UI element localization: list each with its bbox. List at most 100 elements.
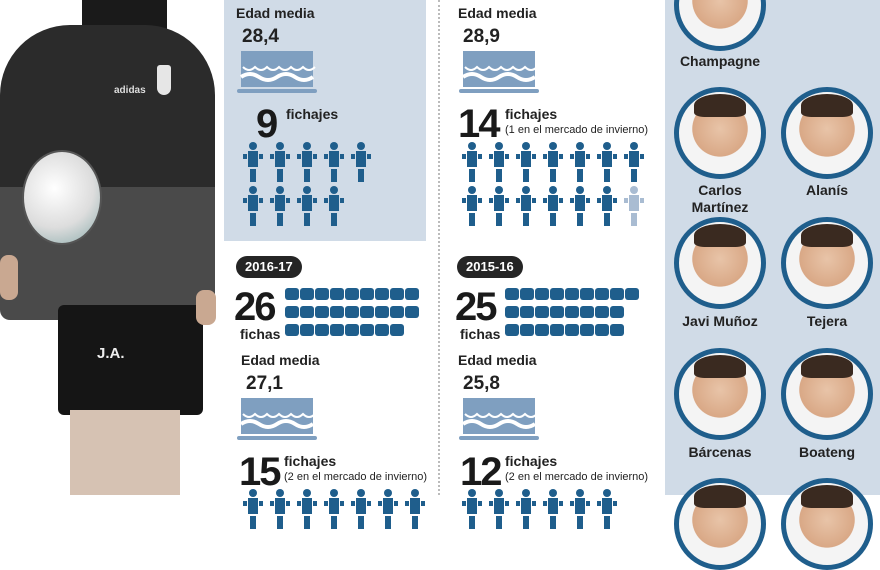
signings-label: fichajes	[286, 106, 339, 122]
cards-label: fichas	[240, 326, 281, 342]
person-icon	[462, 186, 482, 226]
person-icon	[270, 142, 290, 182]
coach-hand	[196, 290, 216, 325]
card-icon	[505, 306, 519, 318]
card-icon	[535, 324, 549, 336]
person-icon	[324, 489, 344, 529]
person-icon	[624, 142, 644, 182]
card-icon	[565, 306, 579, 318]
signings-label: fichajes	[505, 106, 558, 122]
card-icon	[390, 306, 404, 318]
signings-count: 9	[256, 102, 278, 146]
card-icon	[520, 288, 534, 300]
person-icon	[243, 186, 263, 226]
cake-icon	[459, 398, 539, 447]
person-icon	[489, 489, 509, 529]
person-icon	[570, 489, 590, 529]
card-icon	[405, 306, 419, 318]
coach-initials: J.A.	[97, 345, 125, 362]
season-badge: 2015-16	[457, 256, 523, 278]
card-icon	[375, 306, 389, 318]
signings-count: 15	[239, 450, 281, 494]
player-photo	[674, 217, 766, 309]
card-icon	[345, 288, 359, 300]
coach-legs	[70, 410, 180, 495]
card-icon	[565, 288, 579, 300]
person-icon	[324, 142, 344, 182]
person-icon	[489, 142, 509, 182]
card-icon	[565, 324, 579, 336]
player-name: Champagne	[679, 53, 761, 69]
coach-brand: adidas	[114, 85, 146, 96]
card-icon	[375, 324, 389, 336]
card-icon	[520, 306, 534, 318]
signings-count: 12	[460, 450, 502, 494]
player-photo	[674, 87, 766, 179]
person-icon	[543, 142, 563, 182]
cake-icon	[237, 398, 317, 447]
player-name: Tejera	[806, 313, 848, 329]
person-icon	[297, 186, 317, 226]
card-icon	[595, 288, 609, 300]
card-icon	[315, 306, 329, 318]
card-icon	[505, 288, 519, 300]
card-icon	[550, 306, 564, 318]
person-icon	[570, 142, 590, 182]
age-label: Edad media	[458, 352, 537, 368]
person-icon	[243, 489, 263, 529]
card-icon	[595, 324, 609, 336]
card-icon	[315, 288, 329, 300]
card-icon	[300, 288, 314, 300]
person-icon	[462, 142, 482, 182]
signings-note: (2 en el mercado de invierno)	[505, 471, 649, 483]
person-icon	[597, 186, 617, 226]
card-icon	[285, 306, 299, 318]
age-value: 28,9	[463, 26, 500, 47]
club-crest-icon	[157, 65, 171, 95]
age-label: Edad media	[241, 352, 320, 368]
person-icon	[324, 186, 344, 226]
coach-photo: adidas J.A.	[0, 0, 222, 495]
person-icon	[270, 186, 290, 226]
age-label: Edad media	[236, 5, 315, 21]
card-icon	[360, 324, 374, 336]
card-icon	[535, 288, 549, 300]
card-icon	[625, 288, 639, 300]
card-icon	[405, 288, 419, 300]
card-icon	[300, 324, 314, 336]
card-icon	[360, 306, 374, 318]
cards-label: fichas	[460, 326, 501, 342]
football-icon	[22, 150, 102, 245]
player-photo	[781, 217, 873, 309]
divider	[438, 0, 440, 495]
person-icon	[297, 489, 317, 529]
person-icon	[270, 489, 290, 529]
card-icon	[505, 324, 519, 336]
age-value: 28,4	[242, 26, 279, 47]
card-icon	[330, 288, 344, 300]
player-photo	[781, 87, 873, 179]
card-icon	[300, 306, 314, 318]
player-name: Alanís	[805, 182, 848, 198]
person-icon	[543, 489, 563, 529]
card-icon	[360, 288, 374, 300]
card-icon	[610, 288, 624, 300]
signings-count: 14	[458, 102, 500, 146]
person-icon	[297, 142, 317, 182]
card-icon	[550, 324, 564, 336]
player-name: Bárcenas	[688, 444, 752, 460]
season-badge: 2016-17	[236, 256, 302, 278]
card-icon	[345, 324, 359, 336]
signings-note: (2 en el mercado de invierno)	[284, 471, 428, 483]
card-icon	[580, 324, 594, 336]
card-icon	[520, 324, 534, 336]
player-name: Javi Muñoz	[682, 313, 758, 329]
card-icon	[610, 324, 624, 336]
player-photo	[674, 478, 766, 570]
coach-shorts	[58, 305, 203, 415]
card-icon	[535, 306, 549, 318]
cake-icon	[237, 51, 317, 100]
person-icon	[405, 489, 425, 529]
card-icon	[330, 306, 344, 318]
signings-label: fichajes	[284, 453, 337, 469]
